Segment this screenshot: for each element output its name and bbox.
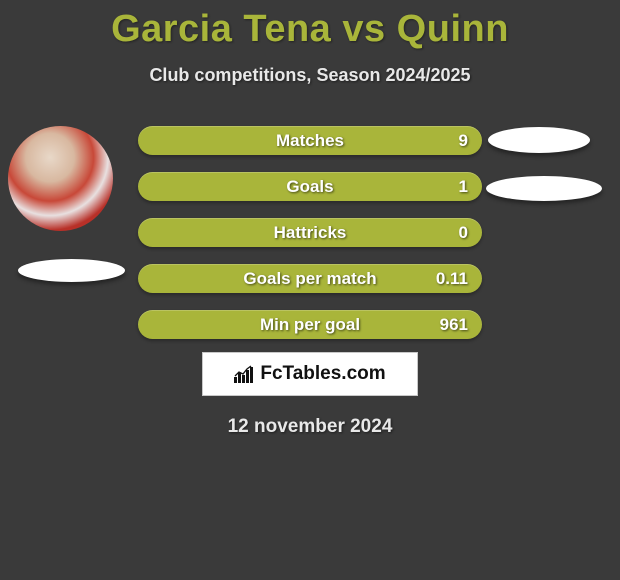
stat-value: 0 — [459, 223, 468, 243]
stat-label: Goals — [286, 177, 333, 197]
stat-label: Matches — [276, 131, 344, 151]
stat-value: 0.11 — [436, 269, 468, 289]
stat-bar-goals-per-match: Goals per match 0.11 — [138, 264, 482, 293]
brand-text: FcTables.com — [260, 363, 385, 385]
page-title: Garcia Tena vs Quinn — [0, 0, 620, 51]
stat-value: 9 — [459, 131, 468, 151]
player-right-marker-1 — [488, 127, 590, 153]
stat-label: Hattricks — [274, 223, 347, 243]
player-left-marker-1 — [18, 259, 125, 282]
stat-label: Goals per match — [243, 269, 376, 289]
stat-bar-goals: Goals 1 — [138, 172, 482, 201]
player-left-avatar — [8, 126, 113, 231]
stat-value: 1 — [459, 177, 468, 197]
brand-box[interactable]: FcTables.com — [202, 352, 418, 396]
stat-bar-min-per-goal: Min per goal 961 — [138, 310, 482, 339]
stat-bar-hattricks: Hattricks 0 — [138, 218, 482, 247]
date-label: 12 november 2024 — [228, 416, 393, 438]
bar-chart-icon — [234, 365, 254, 383]
stat-bar-matches: Matches 9 — [138, 126, 482, 155]
stat-label: Min per goal — [260, 315, 360, 335]
subtitle: Club competitions, Season 2024/2025 — [0, 65, 620, 86]
player-right-marker-2 — [486, 176, 602, 201]
stat-bars: Matches 9 Goals 1 Hattricks 0 Goals per … — [138, 126, 482, 356]
stat-value: 961 — [440, 315, 468, 335]
